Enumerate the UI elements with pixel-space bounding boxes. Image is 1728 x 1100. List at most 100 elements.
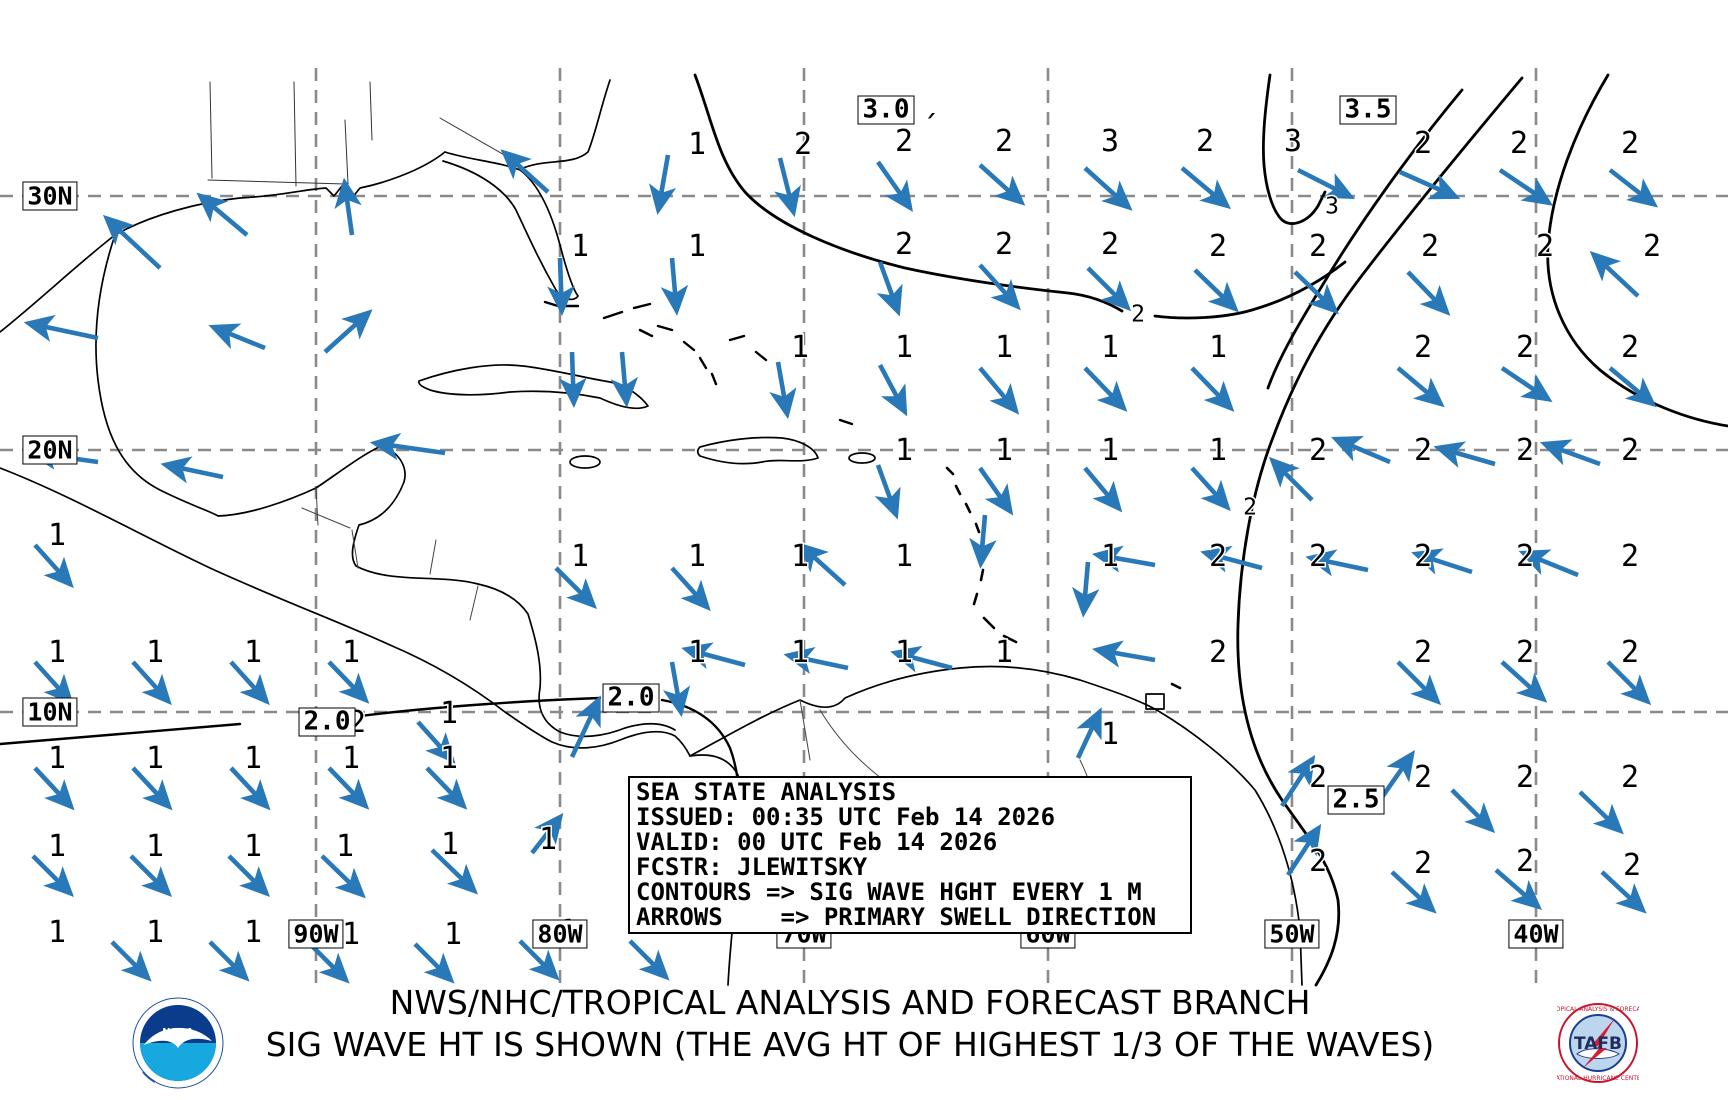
wave-height-number: 3 [1101,124,1119,159]
wave-height-number: 2 [1516,635,1534,670]
swell-arrow [1286,823,1322,877]
swell-arrow [1091,545,1156,573]
wave-height-number: 2 [1414,126,1432,161]
wave-height-number: 1 [539,822,557,857]
swell-arrow [769,361,797,420]
coastline-mexico [95,234,676,738]
wave-height-number: 1 [48,915,66,950]
coastline-us [0,151,446,333]
swell-arrow [23,314,99,342]
swell-arrow [783,647,849,674]
coastline-hispaniola [696,436,819,465]
swell-arrow [1518,549,1579,578]
wave-height-number: 2 [1510,126,1528,161]
wave-height-number: 1 [244,635,262,670]
lon-label-90W: 90W [288,919,344,949]
coastline-venezuela [689,665,1303,986]
swell-arrow [876,160,913,212]
wave-height-number: 2 [1209,539,1227,574]
wave-height-number: 2 [1309,760,1327,795]
contour-label-2.0: 2.0 [602,683,660,713]
swell-arrow [1500,660,1548,703]
wave-height-number: 1 [336,829,354,864]
swell-arrow [1083,166,1133,211]
swell-arrow [425,766,468,810]
coastline-florida [442,151,579,301]
title-line-2: SIG WAVE HT IS SHOWN (THE AVG HT OF HIGH… [265,1025,1435,1064]
wave-height-number: 2 [1196,124,1214,159]
wave-height-number: 2 [1309,539,1327,574]
analysis-info-box: SEA STATE ANALYSIS ISSUED: 00:35 UTC Feb … [628,776,1192,934]
wave-height-number: 2 [1309,844,1327,879]
wave-height-number: 1 [244,829,262,864]
title-line-1: NWS/NHC/TROPICAL ANALYSIS AND FORECAST B… [389,983,1311,1022]
tick-mark: ´ [921,110,939,145]
wave-height-number: 2 [1516,433,1534,468]
swell-arrow [369,432,446,461]
swell-arrow [1578,790,1624,835]
swell-arrow [1494,868,1543,911]
swell-arrow [500,149,550,194]
swell-arrow [1091,640,1156,668]
wave-height-number: 1 [440,696,458,731]
wave-height-number: 2 [1209,635,1227,670]
wave-height-number: 1 [244,741,262,776]
wave-height-number: 1 [1101,330,1119,365]
wave-height-number: 2 [1414,846,1432,881]
wave-height-number: 2 [1516,844,1534,879]
swell-arrow [129,854,172,897]
swell-arrow [1193,268,1239,313]
swell-arrow [978,263,1021,311]
swell-arrow [1433,441,1496,468]
wave-height-number: 1 [342,635,360,670]
wave-height-number: 1 [791,539,809,574]
swell-arrow [413,942,455,984]
swell-arrow [1390,870,1437,914]
contour-35-right [1546,73,1728,428]
coastline-cuba [418,364,649,410]
contour-u-dip [1261,73,1327,225]
swell-arrow [1450,788,1496,834]
swell-arrow [662,661,691,718]
swell-arrow [876,261,903,317]
wave-height-number: 2 [1621,539,1639,574]
wave-height-number: 2 [1414,330,1432,365]
tafb-logo-text: TAFB [1574,1034,1622,1054]
swell-arrow [102,214,162,270]
wave-height-number: 2 [1414,433,1432,468]
swell-arrow [1396,366,1445,408]
contour-label-3.5: 3.5 [1339,95,1397,125]
wave-height-number: 1 [791,330,809,365]
wave-height-number: 2 [1536,229,1554,264]
info-box-line: ISSUED: 00:35 UTC Feb 14 2026 [636,803,1056,831]
swell-arrow [1180,166,1232,210]
swell-arrow [559,351,587,408]
info-box-line: SEA STATE ANALYSIS [636,778,897,806]
lat-label-30N: 30N [22,181,78,211]
swell-arrow [1083,466,1123,513]
contour-label-2.5: 2.5 [1327,785,1385,815]
swell-arrow [1296,167,1356,200]
wave-height-number: 2 [1414,635,1432,670]
swell-arrow [610,351,639,408]
wave-height-number: 1 [1101,433,1119,468]
swell-arrow [877,363,908,417]
coastline-lesser-antilles [945,466,1182,690]
wave-height-number: 2 [995,227,1013,262]
wave-height-number: 1 [688,635,706,670]
wave-height-number: 1 [342,917,360,952]
swell-arrow [323,309,373,354]
wave-height-number: 1 [146,635,164,670]
swell-arrow [1305,549,1369,577]
wave-height-number: 1 [895,330,913,365]
swell-arrow [33,543,74,589]
swell-arrow [31,854,74,897]
noaa-logo: NOAA [132,997,224,1089]
lon-label-40W: 40W [1508,919,1564,949]
contour-label-2.0: 2.0 [298,707,356,737]
swell-arrow [1293,270,1339,315]
swell-arrow [569,695,601,758]
wave-height-number: 2 [1309,229,1327,264]
swell-arrow [797,542,847,587]
swell-arrow [1200,545,1263,573]
